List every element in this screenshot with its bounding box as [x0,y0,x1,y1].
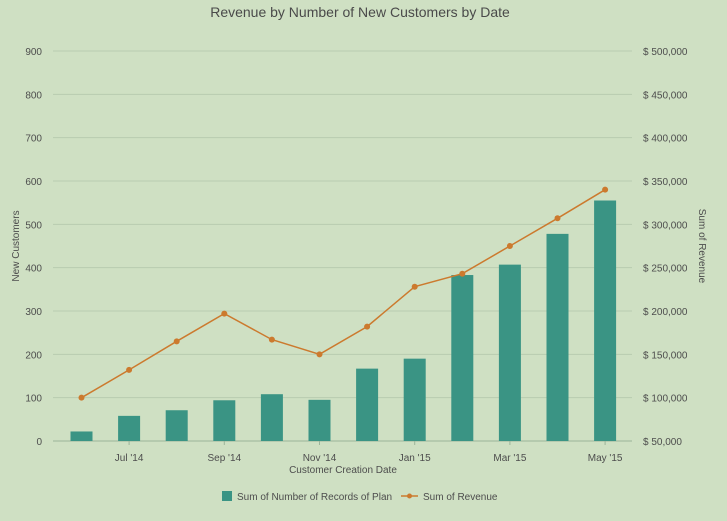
grid-layer [53,50,632,442]
x-axis-ticks: Jul '14 Sep '14 Nov '14 Jan '15 Mar '15 May '… [115,441,623,464]
right-tick-label: $ 300,000 [643,220,688,231]
right-tick-label: $ 350,000 [643,177,688,188]
bar [594,200,617,441]
left-axis-ticks: 0 100 200 300 400 500 600 700 800 900 [25,47,42,448]
x-tick-label: Mar '15 [493,453,526,464]
left-tick-label: 700 [25,134,42,145]
revenue-point [316,351,323,358]
bar [260,394,283,441]
right-tick-label: $ 50,000 [643,437,682,448]
left-tick-label: 400 [25,264,42,275]
left-tick-label: 800 [25,90,42,101]
x-tick-label: Sep '14 [207,453,241,464]
revenue-point [459,270,466,277]
revenue-point [221,310,228,317]
right-tick-label: $ 450,000 [643,90,688,101]
left-tick-label: 500 [25,220,42,231]
bar [546,233,569,441]
right-tick-label: $ 200,000 [643,307,688,318]
revenue-point [173,338,180,345]
legend-bar-label: Sum of Number of Records of Plan [237,492,392,503]
revenue-point [126,366,133,373]
left-tick-label: 900 [25,47,42,58]
right-tick-label: $ 500,000 [643,47,688,58]
revenue-point [268,336,275,343]
revenue-point [78,394,85,401]
bar [165,410,188,441]
revenue-point [602,186,609,193]
bar [403,358,426,441]
right-axis-ticks: $ 50,000 $ 100,000 $ 150,000 $ 200,000 $ 250… [643,47,688,448]
x-axis-label: Customer Creation Date [289,465,397,476]
x-tick-label: Jan '15 [399,453,431,464]
revenue-line [81,189,606,399]
chart-title: Revenue by Number of New Customers by Da… [210,4,510,20]
right-tick-label: $ 100,000 [643,394,688,405]
revenue-point [364,323,371,330]
right-tick-label: $ 400,000 [643,134,688,145]
revenue-point [554,215,561,222]
left-tick-label: 600 [25,177,42,188]
left-axis-label: New Customers [11,210,22,281]
right-axis-label: Sum of Revenue [696,209,707,284]
legend-bar-swatch [222,491,232,501]
bar [308,399,331,441]
left-tick-label: 100 [25,394,42,405]
bars-layer [70,200,617,441]
left-tick-label: 200 [25,350,42,361]
left-tick-label: 0 [36,437,42,448]
line-layer [78,186,609,401]
revenue-point [411,283,418,290]
revenue-point [506,243,513,249]
bar [70,431,93,441]
x-tick-label: May '15 [588,453,623,464]
bar [451,275,474,441]
legend-line-marker [407,493,412,499]
x-tick-label: Jul '14 [115,453,144,464]
right-tick-label: $ 250,000 [643,264,688,275]
left-tick-label: 300 [25,307,42,318]
bar [498,264,521,441]
legend-line-label: Sum of Revenue [423,492,498,503]
legend: Sum of Number of Records of Plan Sum of … [222,491,498,503]
right-tick-label: $ 150,000 [643,350,688,361]
bar [213,400,236,441]
x-tick-label: Nov '14 [303,453,337,464]
bar [118,415,141,441]
bar [356,368,379,441]
